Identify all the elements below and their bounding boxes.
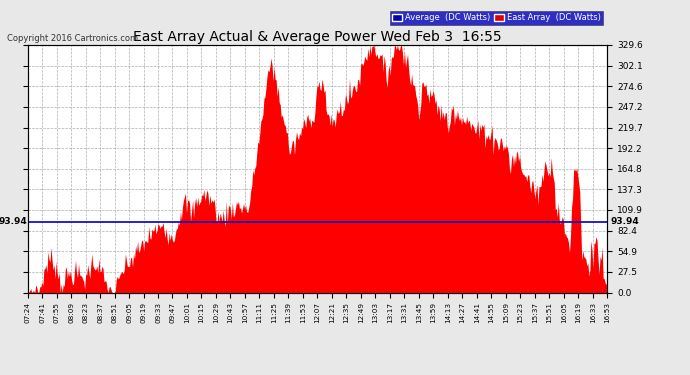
Legend: Average  (DC Watts), East Array  (DC Watts): Average (DC Watts), East Array (DC Watts… <box>390 11 603 25</box>
Text: 93.94: 93.94 <box>610 217 639 226</box>
Text: 93.94: 93.94 <box>0 217 27 226</box>
Title: East Array Actual & Average Power Wed Feb 3  16:55: East Array Actual & Average Power Wed Fe… <box>133 30 502 44</box>
Text: Copyright 2016 Cartronics.com: Copyright 2016 Cartronics.com <box>7 34 138 43</box>
